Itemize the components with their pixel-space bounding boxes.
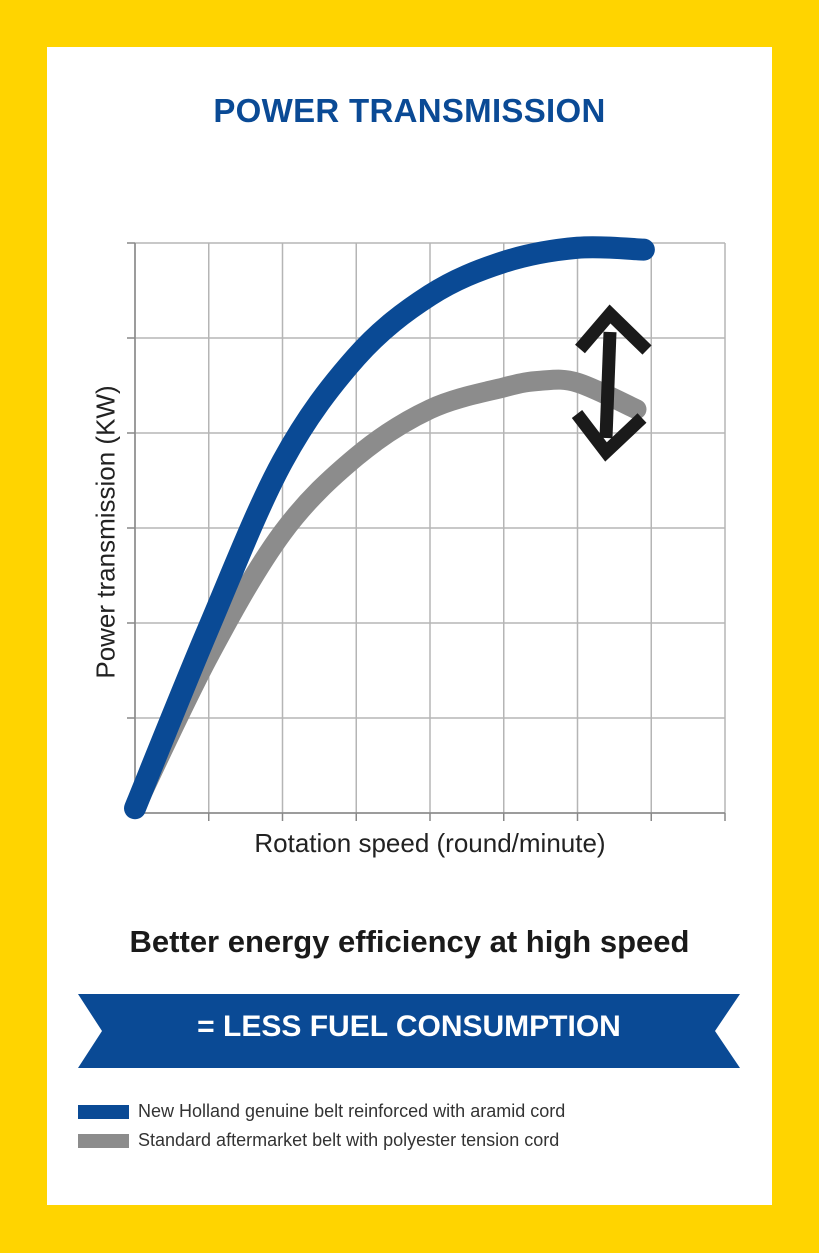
- headline: Better energy efficiency at high speed: [129, 924, 690, 959]
- chart-title: POWER TRANSMISSION: [213, 92, 606, 129]
- banner-shape: [78, 994, 740, 1068]
- legend-label-aftermarket: Standard aftermarket belt with polyester…: [138, 1130, 560, 1150]
- legend-swatch-blue: [78, 1104, 129, 1119]
- legend-item-genuine: New Holland genuine belt reinforced with…: [78, 1101, 565, 1122]
- legend-label-genuine: New Holland genuine belt reinforced with…: [138, 1101, 566, 1121]
- double-arrow-top-head: [575, 304, 652, 355]
- series-line-genuine-belt: [124, 236, 655, 820]
- banner-text: = LESS FUEL CONSUMPTION: [197, 1010, 621, 1043]
- legend-swatch-gray: [78, 1133, 129, 1148]
- x-axis-label: Rotation speed (round/minute): [254, 828, 606, 858]
- double-arrow-bottom-head: [571, 410, 647, 462]
- chart-plot: [124, 236, 726, 821]
- series-line-aftermarket-belt: [125, 369, 647, 819]
- legend-item-aftermarket: Standard aftermarket belt with polyester…: [78, 1130, 559, 1151]
- double-arrow-shaft: [599, 331, 617, 439]
